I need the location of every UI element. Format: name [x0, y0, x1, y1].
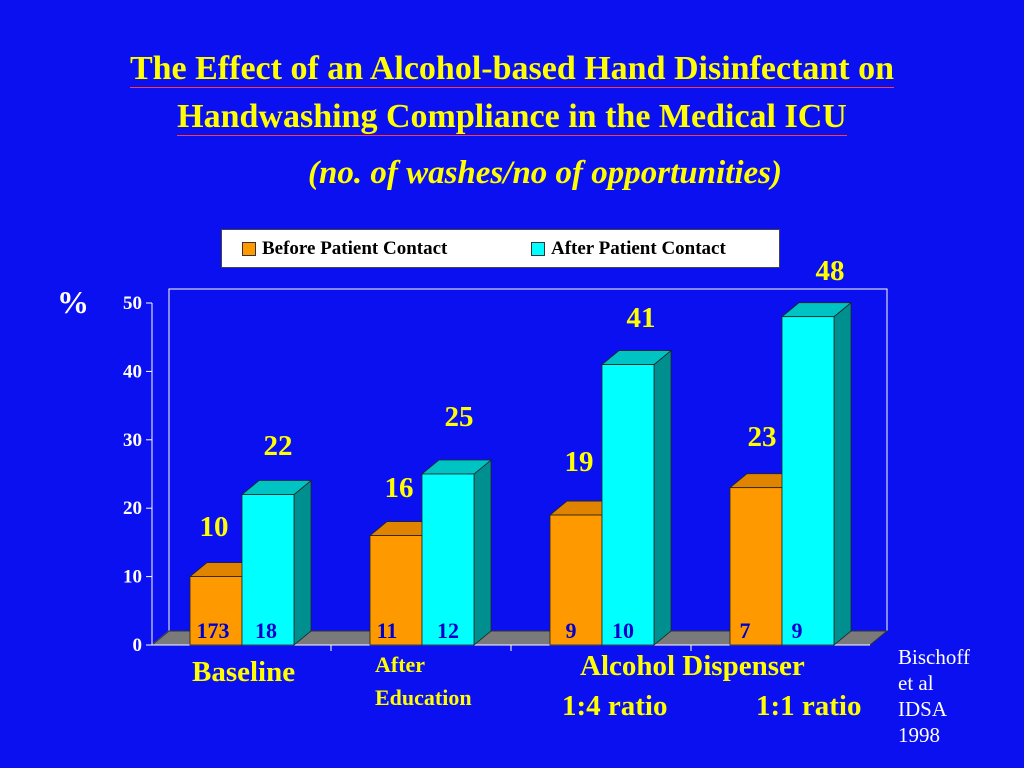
bar-after-3 [780, 301, 853, 646]
slide-title-line2: Handwashing Compliance in the Medical IC… [177, 98, 847, 136]
y-tick-label: 0 [133, 635, 143, 656]
citation-line: 1998 [898, 723, 940, 747]
bar-value-label: 23 [748, 421, 777, 453]
legend-item-after: After Patient Contact [531, 238, 726, 260]
y-tick-label: 40 [123, 361, 142, 382]
bar-value-label: 25 [445, 401, 474, 433]
bar-after-1 [420, 459, 493, 646]
bar-front-face [549, 514, 603, 646]
y-tick-label: 20 [123, 498, 142, 519]
slide-subtitle: (no. of washes/no of opportunities) [308, 155, 782, 191]
bar-opportunities-label: 173 [197, 618, 230, 643]
citation: Bischoff et al IDSA 1998 [898, 644, 970, 748]
bar-side-face [833, 301, 852, 646]
bar-value-label: 16 [385, 472, 414, 504]
bar-opportunities-label: 10 [612, 618, 634, 643]
legend-swatch-before [242, 242, 256, 256]
bar-opportunities-label: 9 [792, 618, 803, 643]
bar-front-face [729, 487, 783, 646]
category-label-after-education-line1: After [375, 652, 426, 677]
category-label-ratio-1-4: 1:4 ratio [562, 690, 668, 722]
legend-swatch-after [531, 242, 545, 256]
y-tick-label: 30 [123, 430, 142, 451]
bar-opportunities-label: 7 [740, 618, 751, 643]
category-label-ratio-1-1: 1:1 ratio [756, 690, 862, 722]
bar-front-face [781, 316, 835, 646]
citation-line: et al [898, 671, 934, 695]
bar-value-label: 19 [565, 446, 594, 478]
bar-front-face [601, 364, 655, 646]
bar-opportunities-label: 18 [255, 618, 277, 643]
bar-side-face [473, 459, 492, 646]
bar-value-label: 22 [264, 430, 293, 462]
citation-line: Bischoff [898, 645, 970, 669]
bar-side-face [653, 349, 672, 646]
chart-legend: Before Patient Contact After Patient Con… [221, 229, 780, 268]
legend-label-after: After Patient Contact [551, 238, 726, 259]
bar-side-face [293, 479, 312, 646]
bar-after-0 [240, 479, 313, 646]
bar-front-face [189, 576, 243, 646]
category-label-after-education-line2: Education [375, 685, 472, 710]
y-axis-unit: % [57, 284, 89, 320]
bar-value-label: 10 [200, 511, 229, 543]
y-tick-label: 50 [123, 293, 142, 314]
bar-front-face [421, 473, 475, 646]
category-label-alcohol-dispenser: Alcohol Dispenser [580, 650, 805, 682]
legend-label-before: Before Patient Contact [262, 238, 448, 259]
bar-front-face [369, 535, 423, 646]
legend-item-before: Before Patient Contact [242, 238, 447, 260]
category-label-baseline: Baseline [192, 656, 296, 688]
citation-line: IDSA [898, 697, 948, 721]
bar-value-label: 41 [627, 302, 656, 334]
bar-opportunities-label: 12 [437, 618, 459, 643]
slide-title-line1: The Effect of an Alcohol-based Hand Disi… [129, 50, 895, 88]
bar-after-2 [600, 349, 673, 646]
bar-opportunities-label: 9 [566, 618, 577, 643]
bar-front-face [241, 494, 295, 646]
bar-opportunities-label: 11 [377, 618, 398, 643]
y-tick-label: 10 [123, 567, 142, 588]
bar-value-label: 48 [816, 255, 845, 287]
